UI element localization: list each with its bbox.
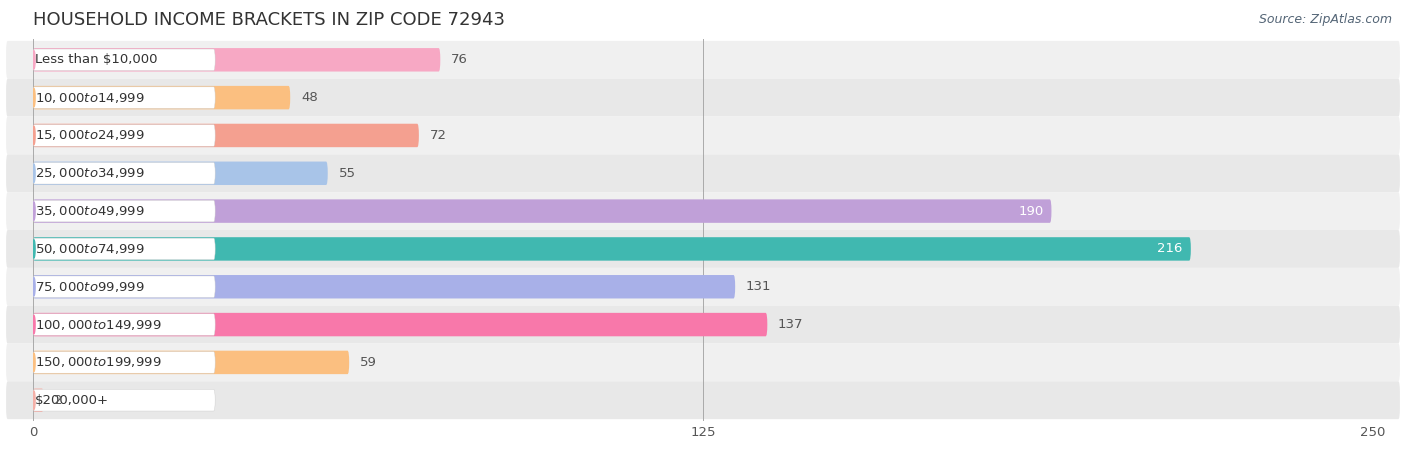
Text: 48: 48 [301,91,318,104]
Text: 2: 2 [55,394,63,407]
Circle shape [32,126,35,144]
Circle shape [32,164,35,182]
Text: $25,000 to $34,999: $25,000 to $34,999 [35,166,145,180]
Text: 131: 131 [747,280,772,293]
FancyBboxPatch shape [6,41,1400,79]
Circle shape [32,89,35,107]
Text: $75,000 to $99,999: $75,000 to $99,999 [35,280,145,294]
FancyBboxPatch shape [32,87,215,108]
Text: $150,000 to $199,999: $150,000 to $199,999 [35,356,162,369]
FancyBboxPatch shape [32,389,215,411]
Circle shape [32,353,35,372]
FancyBboxPatch shape [6,79,1400,117]
Text: $50,000 to $74,999: $50,000 to $74,999 [35,242,145,256]
FancyBboxPatch shape [6,192,1400,230]
Circle shape [32,315,35,334]
FancyBboxPatch shape [32,125,215,146]
FancyBboxPatch shape [32,237,1191,261]
Circle shape [32,391,35,410]
Circle shape [32,202,35,220]
FancyBboxPatch shape [32,351,215,373]
Text: $10,000 to $14,999: $10,000 to $14,999 [35,90,145,105]
FancyBboxPatch shape [6,230,1400,268]
FancyBboxPatch shape [32,276,215,297]
FancyBboxPatch shape [32,124,419,147]
FancyBboxPatch shape [32,48,440,72]
Text: Source: ZipAtlas.com: Source: ZipAtlas.com [1258,14,1392,27]
Text: Less than $10,000: Less than $10,000 [35,53,157,66]
Text: $15,000 to $24,999: $15,000 to $24,999 [35,128,145,143]
Text: $200,000+: $200,000+ [35,394,108,407]
Text: 72: 72 [430,129,447,142]
FancyBboxPatch shape [6,381,1400,419]
Text: 55: 55 [339,167,356,180]
Text: $35,000 to $49,999: $35,000 to $49,999 [35,204,145,218]
Text: $100,000 to $149,999: $100,000 to $149,999 [35,318,162,332]
FancyBboxPatch shape [32,238,215,260]
FancyBboxPatch shape [32,313,768,336]
Text: 59: 59 [360,356,377,369]
FancyBboxPatch shape [6,306,1400,343]
FancyBboxPatch shape [32,162,328,185]
FancyBboxPatch shape [32,275,735,298]
Circle shape [32,278,35,296]
FancyBboxPatch shape [6,117,1400,154]
FancyBboxPatch shape [6,154,1400,192]
FancyBboxPatch shape [32,49,215,71]
Circle shape [32,240,35,258]
Text: 76: 76 [451,53,468,66]
FancyBboxPatch shape [32,200,215,222]
FancyBboxPatch shape [32,86,290,109]
FancyBboxPatch shape [32,162,215,184]
Text: 216: 216 [1157,243,1182,256]
Circle shape [32,51,35,69]
FancyBboxPatch shape [32,351,349,374]
FancyBboxPatch shape [32,314,215,335]
FancyBboxPatch shape [32,388,44,412]
FancyBboxPatch shape [32,199,1052,223]
Text: 190: 190 [1018,205,1043,218]
Text: HOUSEHOLD INCOME BRACKETS IN ZIP CODE 72943: HOUSEHOLD INCOME BRACKETS IN ZIP CODE 72… [32,11,505,29]
FancyBboxPatch shape [6,268,1400,306]
FancyBboxPatch shape [6,343,1400,381]
Text: 137: 137 [778,318,804,331]
